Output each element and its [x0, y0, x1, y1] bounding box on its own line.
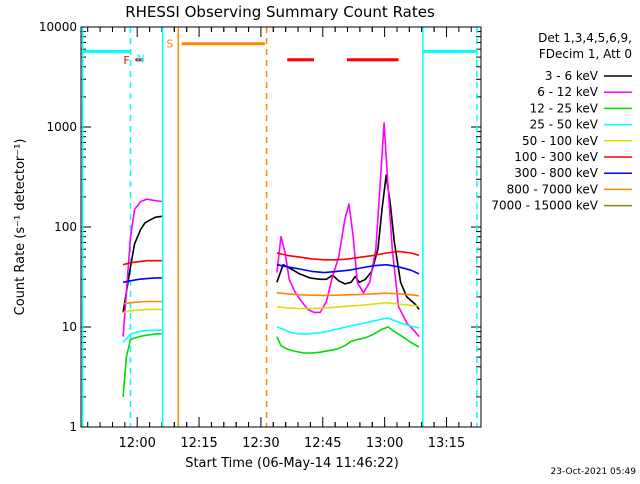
series-line — [122, 277, 162, 284]
series-line — [122, 300, 162, 305]
series-line — [276, 263, 420, 275]
series-line — [122, 308, 162, 314]
series-line — [276, 301, 420, 310]
series-line — [276, 250, 420, 261]
chart-title: RHESSI Observing Summary Count Rates — [125, 3, 435, 21]
saa-flag-label: S — [166, 38, 173, 51]
series-line — [122, 198, 162, 337]
x-tick-label: 13:00 — [366, 436, 403, 451]
legend-entry-label: 25 - 50 keV — [530, 118, 599, 132]
series-line — [276, 122, 420, 338]
x-axis-label: Start Time (06-May-14 11:46:22) — [185, 456, 399, 471]
y-tick-label: 1000 — [46, 120, 77, 134]
y-tick-label: 10 — [62, 320, 77, 334]
legend-header-line-1: Det 1,3,4,5,6,9, — [538, 31, 632, 45]
y-tick-label: 1 — [69, 420, 77, 434]
legend-entry-label: 6 - 12 keV — [537, 85, 599, 99]
series-line — [122, 332, 162, 397]
legend-entry-label: 800 - 7000 keV — [507, 182, 599, 196]
legend-entry-label: 100 - 300 keV — [514, 150, 598, 164]
night-flag-label: N — [136, 52, 144, 65]
series-line — [122, 259, 162, 266]
legend-entry-label: 3 - 6 keV — [545, 69, 599, 83]
series-line — [276, 326, 420, 354]
series-line — [122, 329, 162, 344]
plot-frame — [80, 26, 482, 428]
y-tick-label: 10000 — [39, 20, 77, 34]
legend-entry-label: 7000 - 15000 keV — [491, 199, 598, 213]
x-tick-label: 12:30 — [242, 436, 279, 451]
x-tick-label: 12:00 — [118, 436, 155, 451]
plot-area: 1 10 100 1000 10000 12:00 12:15 12:30 12:45 13:00… — [39, 20, 481, 451]
y-axis-label: Count Rate (s⁻¹ detector⁻¹) — [13, 139, 28, 316]
x-tick-label: 13:15 — [428, 436, 465, 451]
legend-entry-label: 50 - 100 keV — [522, 134, 599, 148]
flare-flag-label: F — [123, 54, 129, 67]
series-line — [276, 174, 420, 310]
legend-entry-label: 300 - 800 keV — [514, 166, 598, 180]
footer-timestamp: 23-Oct-2021 05:49 — [551, 467, 637, 477]
series-line — [276, 317, 420, 335]
legend: Det 1,3,4,5,6,9, FDecim 1, Att 0 3 - 6 k… — [491, 31, 632, 213]
legend-header-line-2: FDecim 1, Att 0 — [539, 47, 632, 61]
legend-entry-label: 12 - 25 keV — [530, 101, 599, 115]
x-tick-label: 12:45 — [304, 436, 341, 451]
y-tick-label: 100 — [54, 220, 77, 234]
series-line — [276, 292, 420, 297]
x-tick-label: 12:15 — [180, 436, 217, 451]
